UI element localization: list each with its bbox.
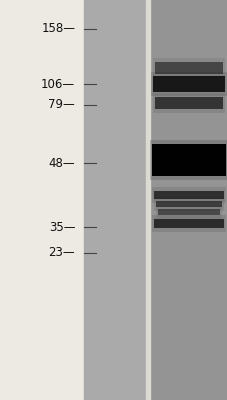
Text: 48—: 48—: [48, 157, 75, 170]
Bar: [154, 97, 222, 109]
Bar: [155, 206, 221, 218]
Bar: [153, 76, 224, 92]
Bar: [157, 210, 219, 214]
Text: 35—: 35—: [49, 221, 75, 234]
Text: 158—: 158—: [41, 22, 75, 35]
Bar: [152, 93, 224, 113]
Bar: [153, 197, 223, 211]
Bar: [154, 62, 222, 74]
Bar: [151, 187, 225, 203]
Bar: [151, 144, 225, 176]
Bar: [153, 191, 223, 199]
Text: 79—: 79—: [48, 98, 75, 111]
Text: 106—: 106—: [41, 78, 75, 90]
Bar: [152, 58, 224, 78]
Bar: [84, 0, 145, 400]
Bar: [149, 0, 227, 400]
Bar: [145, 0, 149, 400]
Bar: [149, 140, 227, 180]
Text: 23—: 23—: [48, 246, 75, 259]
Bar: [155, 201, 221, 207]
Bar: [151, 215, 225, 232]
Bar: [153, 219, 223, 228]
Bar: [151, 72, 226, 96]
